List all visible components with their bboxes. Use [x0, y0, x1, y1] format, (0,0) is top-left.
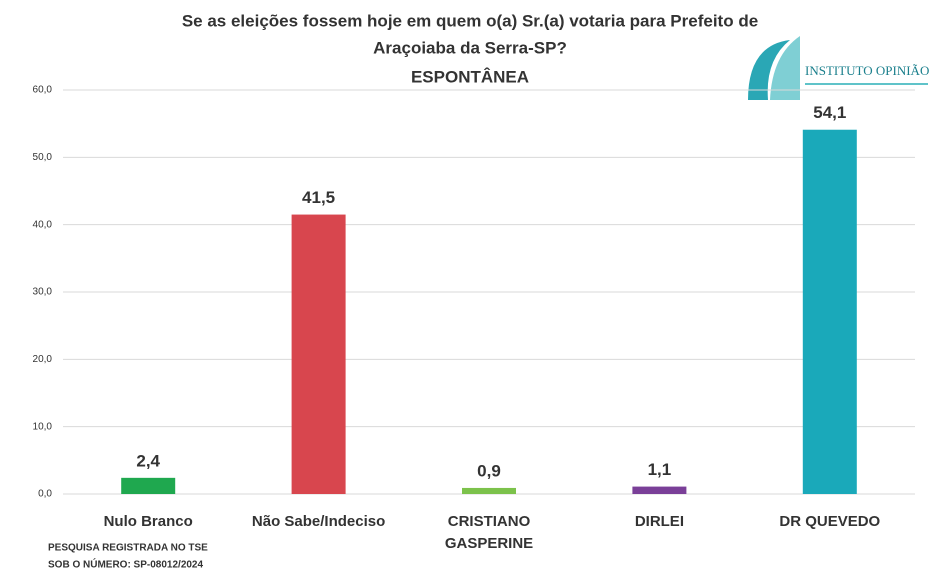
logo: INSTITUTO OPINIÃO [748, 36, 929, 100]
value-label: 1,1 [648, 460, 672, 479]
bar [462, 487, 516, 494]
logo-shape [748, 40, 790, 100]
value-label: 2,4 [136, 451, 160, 470]
bar [632, 486, 687, 494]
value-label: 41,5 [302, 188, 335, 207]
x-tick-label: Nulo Branco [104, 513, 193, 530]
y-tick-label: 50,0 [33, 152, 53, 163]
value-label: 54,1 [813, 103, 846, 122]
bar [291, 214, 346, 495]
y-tick-label: 30,0 [33, 287, 53, 298]
bar [802, 129, 857, 494]
bar [121, 477, 176, 494]
y-tick-label: 60,0 [33, 85, 53, 96]
y-tick-label: 10,0 [33, 421, 53, 432]
y-tick-label: 20,0 [33, 354, 53, 365]
x-tick-label: Não Sabe/Indeciso [252, 513, 385, 530]
footnote: SOB O NÚMERO: SP-08012/2024 [48, 558, 203, 571]
logo-shape [770, 36, 800, 100]
x-tick-label: DIRLEI [635, 513, 684, 530]
x-tick-label: DR QUEVEDO [779, 513, 880, 530]
chart-title: Araçoiaba da Serra-SP? [373, 38, 567, 57]
y-tick-label: 40,0 [33, 219, 53, 230]
footnote: PESQUISA REGISTRADA NO TSE [48, 543, 208, 554]
y-tick-label: 0,0 [38, 489, 52, 500]
chart-subtitle: ESPONTÂNEA [411, 67, 529, 86]
logo-text: INSTITUTO OPINIÃO [805, 63, 929, 78]
chart-title: Se as eleições fossem hoje em quem o(a) … [182, 11, 758, 30]
value-label: 0,9 [477, 461, 501, 480]
x-tick-label: CRISTIANO GASPERINE [445, 513, 533, 552]
